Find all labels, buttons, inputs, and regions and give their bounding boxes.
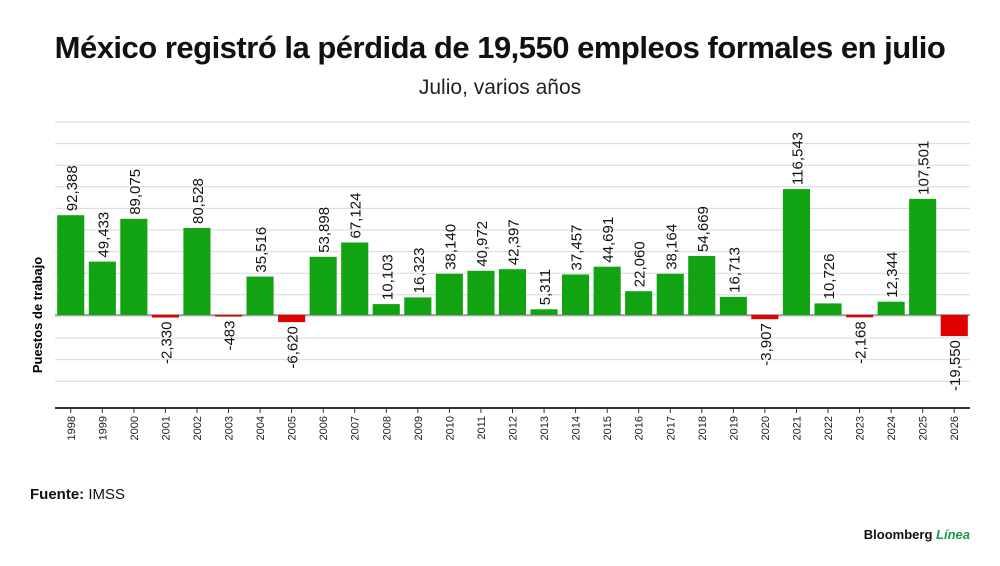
chart-title: México registró la pérdida de 19,550 emp… (54, 30, 946, 65)
bar-2000 (120, 218, 148, 315)
source-note: Fuente: IMSS (30, 486, 125, 503)
x-tick-label-2008: 2008 (381, 416, 393, 440)
data-label-2006: 53,898 (316, 207, 333, 253)
data-label-2010: 38,140 (442, 224, 459, 270)
data-label-2017: 38,164 (663, 224, 680, 270)
bar-2018 (688, 256, 716, 315)
data-label-2012: 42,397 (506, 219, 523, 265)
data-label-2015: 44,691 (600, 217, 617, 263)
x-tick-label-2025: 2025 (918, 416, 930, 440)
bar-2014 (562, 274, 590, 315)
data-label-2002: 80,528 (190, 178, 207, 224)
data-label-2005: -6,620 (285, 326, 302, 369)
data-label-2003: -483 (222, 321, 239, 351)
bar-2015 (593, 266, 621, 315)
x-tick-label-2016: 2016 (634, 416, 646, 440)
x-tick-label-2019: 2019 (728, 416, 740, 440)
bar-2013 (530, 309, 558, 315)
x-tick-label-2018: 2018 (697, 416, 709, 440)
bar-2023 (846, 315, 874, 318)
data-label-2022: 10,726 (821, 254, 838, 300)
x-tick-label-2011: 2011 (476, 416, 488, 440)
data-label-2013: 5,311 (537, 269, 554, 305)
x-tick-label-2024: 2024 (886, 416, 898, 440)
brand-name: Bloomberg (863, 527, 933, 542)
bar-1998 (57, 215, 85, 315)
x-tick-label-2003: 2003 (224, 416, 236, 440)
x-tick-label-1999: 1999 (97, 416, 109, 440)
bar-2020 (751, 315, 779, 320)
bar-2025 (909, 198, 937, 315)
bar-2008 (372, 304, 400, 315)
x-tick-label-2002: 2002 (192, 416, 204, 440)
bar-1999 (88, 261, 116, 315)
data-label-2025: 107,501 (916, 141, 933, 195)
bar-2016 (625, 291, 653, 315)
bar-2022 (814, 303, 842, 315)
x-tick-label-2023: 2023 (855, 416, 867, 440)
brand-logo: Bloomberg Línea (864, 527, 970, 542)
x-tick-label-2020: 2020 (760, 416, 772, 440)
data-label-2011: 40,972 (474, 221, 491, 267)
y-axis-label: Puestos de trabajo (30, 257, 45, 373)
brand-accent: Línea (932, 527, 970, 542)
x-tick-label-2005: 2005 (287, 416, 299, 440)
bar-2003 (215, 315, 243, 317)
x-tick-label-2014: 2014 (571, 416, 583, 440)
bar-2024 (877, 301, 905, 315)
x-tick-label-2000: 2000 (129, 416, 141, 440)
data-label-2014: 37,457 (569, 225, 586, 271)
x-tick-label-2004: 2004 (255, 416, 267, 440)
data-label-2007: 67,124 (348, 193, 365, 239)
bar-2021 (782, 189, 810, 315)
x-tick-label-2017: 2017 (665, 416, 677, 440)
data-label-2024: 12,344 (884, 252, 901, 298)
data-label-2000: 89,075 (127, 169, 144, 215)
bar-2010 (435, 273, 463, 315)
bar-2001 (151, 315, 179, 318)
data-label-2019: 16,713 (726, 247, 743, 293)
bar-2009 (404, 297, 432, 315)
source-value: IMSS (84, 486, 126, 503)
bar-2002 (183, 228, 211, 315)
bar-2007 (341, 242, 369, 315)
data-label-2016: 22,060 (632, 241, 649, 287)
bar-2005 (278, 315, 306, 323)
data-label-2023: -2,168 (853, 321, 870, 364)
bar-2011 (467, 270, 495, 315)
data-label-2021: 116,543 (790, 132, 807, 185)
data-label-2004: 35,516 (253, 227, 270, 273)
bar-2004 (246, 276, 274, 315)
x-tick-label-2012: 2012 (508, 416, 520, 440)
bar-2019 (719, 296, 747, 315)
x-tick-label-2006: 2006 (318, 416, 330, 440)
data-label-1998: 92,388 (64, 165, 81, 211)
x-tick-label-2001: 2001 (160, 416, 172, 440)
x-tick-label-2010: 2010 (444, 416, 456, 440)
data-label-2009: 16,323 (411, 248, 428, 294)
bar-2017 (656, 273, 684, 315)
data-label-2008: 10,103 (379, 254, 396, 300)
x-tick-label-2007: 2007 (350, 416, 362, 440)
x-tick-label-2009: 2009 (413, 416, 425, 440)
bar-2012 (498, 269, 526, 315)
data-label-2020: -3,907 (758, 323, 775, 366)
data-label-1999: 49,433 (95, 212, 112, 258)
bar-2006 (309, 256, 337, 315)
x-tick-label-1998: 1998 (66, 416, 78, 440)
bar-2026 (940, 315, 968, 337)
data-label-2001: -2,330 (158, 322, 175, 365)
x-tick-label-2021: 2021 (792, 416, 804, 440)
data-label-2018: 54,669 (695, 206, 712, 252)
bar-chart: Puestos de trabajo 92,388 1998 49,433 1999 89… (30, 121, 970, 440)
x-tick-label-2022: 2022 (823, 416, 835, 440)
x-tick-label-2013: 2013 (539, 416, 551, 440)
data-label-2026: -19,550 (947, 340, 964, 391)
x-tick-label-2026: 2026 (949, 416, 961, 440)
chart-subtitle: Julio, varios años (418, 76, 582, 99)
x-tick-label-2015: 2015 (602, 416, 614, 440)
source-label: Fuente: (30, 486, 85, 503)
